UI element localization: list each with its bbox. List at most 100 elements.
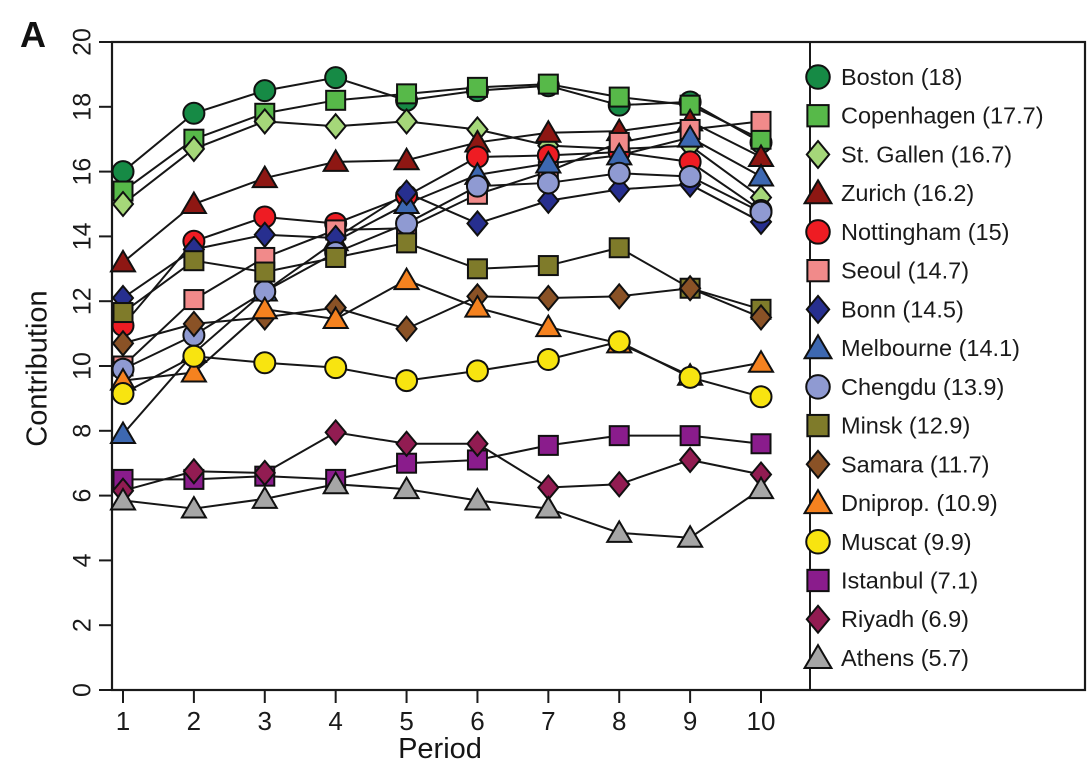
y-tick-label: 6 [69,489,97,503]
data-point-minsk-p7 [537,255,559,277]
y-tick-label: 0 [69,683,97,697]
legend-marker-dniprop [802,488,834,515]
series-line-riyadh [122,431,762,492]
series-line-muscat [122,340,762,398]
data-point-istanbul-p10 [750,433,772,455]
legend-marker-nottingham [805,219,831,245]
legend-marker-chengdu [805,374,831,400]
data-point-muscat-p4 [324,356,348,380]
data-point-minsk-p8 [608,237,630,259]
legend-label-melbourne: Melbourne (14.1) [841,335,1020,361]
legend-label-stgallen: St. Gallen (16.7) [841,141,1012,167]
legend-label-samara: Samara (11.7) [841,451,989,477]
legend-label-seoul: Seoul (14.7) [841,258,969,284]
data-point-bonn-p6 [466,209,489,238]
data-point-muscat-p8 [607,330,631,354]
data-point-boston-p2 [182,101,206,125]
data-point-muscat-p3 [253,351,277,375]
data-point-riyadh-p2 [182,457,206,485]
x-tick-label: 5 [399,706,413,736]
series-line-copenhagen [122,83,762,192]
x-tick-label: 1 [116,706,130,736]
data-point-riyadh-p9 [678,446,702,474]
legend-label-athens: Athens (5.7) [841,645,969,671]
data-point-copenhagen-p4 [325,89,347,111]
series-line-seoul [122,120,762,367]
legend-marker-muscat [805,529,831,555]
y-tick-label: 14 [69,222,97,250]
data-point-zurich-p3 [251,164,279,189]
legend-label-muscat: Muscat (9.9) [841,529,972,555]
data-point-samara-p5 [395,315,418,343]
series-line-athens [122,483,762,539]
data-point-copenhagen-p7 [537,73,559,95]
legend-marker-samara [805,449,831,480]
data-point-dniprop-p3 [251,295,279,320]
data-point-samara-p1 [111,329,135,357]
series-line-melbourne [122,136,762,435]
data-point-dniprop-p5 [392,266,421,291]
data-point-riyadh-p3 [253,459,277,487]
data-point-seoul-p10 [750,110,772,132]
data-point-istanbul-p9 [679,425,701,447]
data-point-minsk-p5 [396,232,418,254]
data-point-istanbul-p8 [608,425,630,447]
legend-marker-minsk [806,413,830,438]
legend-label-boston: Boston (18) [841,64,962,90]
data-point-dniprop-p4 [321,305,350,330]
data-point-dniprop-p6 [463,294,492,318]
panel-label: A [20,14,46,55]
series-line-zurich [122,120,762,264]
y-tick-label: 10 [69,352,97,380]
data-point-boston-p4 [324,66,348,90]
data-point-athens-p5 [392,475,421,500]
data-point-bonn-p3 [253,221,277,249]
data-point-chengdu-p10 [749,200,773,224]
data-point-istanbul-p7 [537,434,559,456]
data-point-muscat-p1 [111,382,135,406]
data-point-boston-p1 [111,160,135,184]
data-point-muscat-p9 [678,365,702,389]
data-point-muscat-p7 [536,348,560,372]
data-point-muscat-p10 [749,385,773,409]
x-axis-title: Period [398,733,482,765]
data-point-dniprop-p10 [747,349,775,373]
data-point-chengdu-p8 [607,161,631,185]
legend-label-riyadh: Riyadh (6.9) [841,606,969,632]
data-point-minsk-p4 [325,246,347,268]
legend-marker-melbourne [802,333,834,360]
data-point-melbourne-p9 [676,124,704,148]
y-tick-label: 20 [69,28,97,56]
data-point-chengdu-p9 [678,164,702,188]
y-tick-label: 12 [69,287,97,315]
x-tick-label: 3 [258,706,272,736]
data-point-samara-p8 [607,282,631,310]
y-tick-label: 4 [69,553,97,567]
data-point-athens-p7 [534,495,563,519]
data-point-zurich-p2 [180,190,208,214]
legend-marker-istanbul [806,568,830,593]
x-tick-label: 7 [541,706,555,736]
data-point-minsk-p1 [112,302,134,324]
data-point-riyadh-p6 [466,430,489,458]
data-point-chengdu-p5 [395,211,419,235]
series-line-samara [122,287,762,345]
y-tick-label: 18 [69,93,97,121]
data-point-samara-p2 [182,310,206,338]
data-point-copenhagen-p6 [466,76,488,98]
data-point-athens-p3 [251,485,279,509]
data-point-stgallen-p4 [324,112,347,140]
x-tick-label: 8 [612,706,626,736]
legend-marker-stgallen [805,139,831,170]
data-point-athens-p2 [180,495,208,519]
data-point-melbourne-p10 [747,162,775,187]
y-tick-label: 8 [69,424,97,438]
data-point-chengdu-p6 [465,174,489,198]
series-line-istanbul [123,434,762,481]
x-tick-label: 10 [747,706,776,736]
series-line-chengdu [122,172,762,371]
legend-label-copenhagen: Copenhagen (17.7) [841,103,1044,129]
data-point-bonn-p7 [537,187,560,215]
data-point-athens-p10 [747,475,775,500]
